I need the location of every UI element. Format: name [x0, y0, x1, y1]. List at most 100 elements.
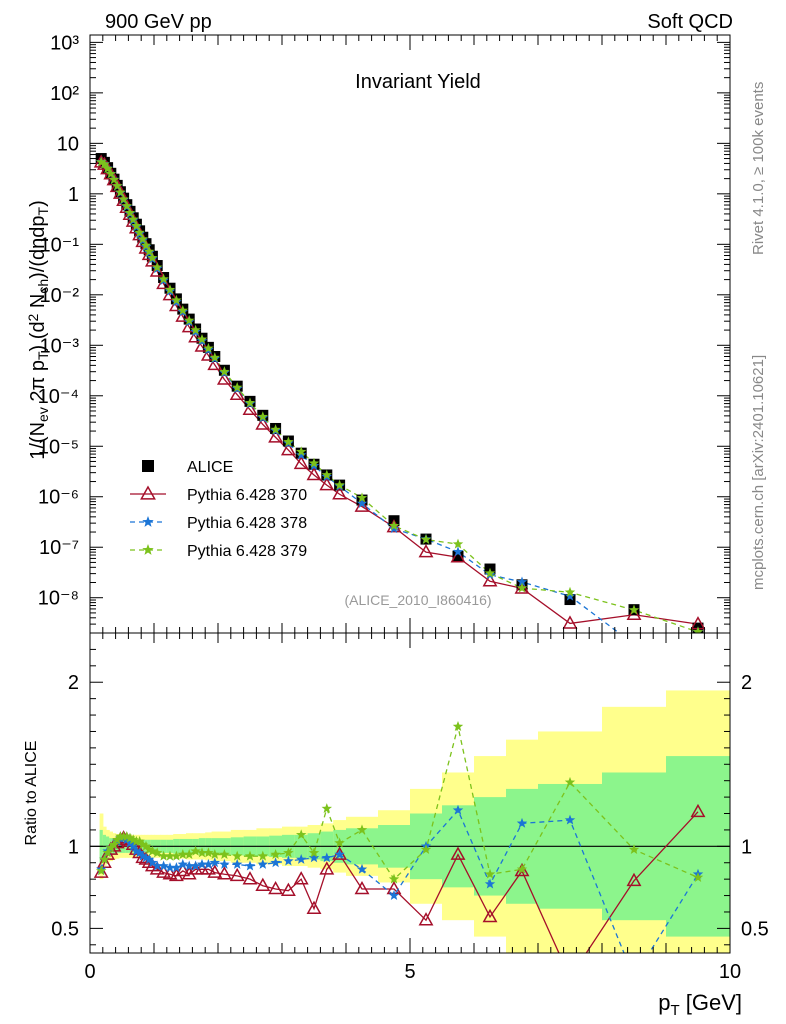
top-marker-p379	[452, 538, 464, 549]
top-marker-p370	[188, 329, 204, 343]
ratio-marker-p370	[96, 854, 112, 869]
top-marker-p370	[626, 606, 642, 621]
ratio-marker-p370	[319, 861, 335, 875]
top-marker-p370	[242, 401, 258, 415]
ratio-y-tick-label: 2	[68, 672, 79, 694]
ratio-marker-p378	[203, 858, 214, 869]
top-marker-p370	[149, 263, 165, 277]
ratio-marker-p378	[629, 972, 639, 982]
legend-label: Pythia 6.428 370	[187, 487, 307, 504]
ratio-marker-p378	[308, 852, 320, 863]
top-line-p379	[100, 161, 699, 633]
top-marker-p379	[158, 273, 169, 284]
top-marker-p370	[332, 486, 348, 500]
ratio-marker-p378	[134, 847, 145, 858]
ratio-marker-p378	[295, 853, 307, 864]
x-tick-label: 0	[84, 961, 95, 983]
mcplots-label: mcplots.cern.ch [arXiv:2401.10621]	[750, 355, 767, 590]
ratio-marker-p379	[219, 849, 230, 859]
legend-marker-p378	[142, 516, 154, 527]
ratio-marker-p378	[121, 834, 133, 845]
top-marker-p379	[628, 604, 640, 615]
ratio-marker-p378	[147, 857, 158, 868]
ratio-marker-p378	[219, 858, 230, 869]
rivet-label: Rivet 4.1.0, ≥ 100k events	[750, 82, 767, 255]
x-tick-label: 10	[719, 961, 741, 983]
y-tick-label: 10⁻²	[40, 285, 80, 307]
top-marker-p379	[308, 457, 320, 468]
top-marker-p379	[420, 534, 432, 544]
top-marker-p379	[143, 246, 155, 256]
y-tick-label: 10⁻⁷	[39, 537, 79, 559]
top-marker-p370	[306, 466, 322, 481]
ratio-y-tick-label-right: 2	[741, 672, 752, 694]
top-marker-p378	[452, 546, 464, 557]
top-marker-p378	[629, 639, 639, 649]
top-marker-p379	[356, 492, 368, 503]
top-marker-p379	[564, 586, 576, 597]
ratio-marker-p378	[131, 845, 142, 856]
top-marker-p379	[257, 411, 269, 422]
ratio-marker-p379	[388, 873, 400, 884]
ratio-marker-p378	[164, 862, 176, 873]
ratio-marker-p378	[244, 860, 256, 871]
top-marker-p370	[482, 573, 498, 587]
ratio-marker-p370	[482, 908, 498, 923]
top-marker-p370	[156, 275, 172, 290]
alice-point	[452, 550, 464, 562]
ratio-marker-p378	[270, 857, 281, 868]
ratio-marker-p370	[354, 880, 370, 895]
ratio-marker-p378	[231, 858, 243, 869]
top-marker-p379	[147, 252, 158, 263]
ratio-marker-p370	[293, 871, 309, 885]
top-marker-p379	[270, 424, 281, 435]
top-marker-p379	[108, 174, 120, 185]
ratio-marker-p378	[452, 804, 464, 815]
top-marker-p370	[562, 615, 578, 629]
ratio-y-tick-label: 0.5	[51, 918, 79, 940]
top-marker-p378	[564, 590, 576, 601]
ratio-marker-p378	[564, 814, 576, 825]
ratio-marker-p379	[177, 849, 189, 859]
ratio-marker-p370	[156, 864, 172, 878]
ratio-marker-p378	[151, 860, 163, 871]
ratio-y-tick-label-right: 1	[741, 836, 752, 858]
top-marker-p378	[295, 449, 307, 460]
ratio-y-tick-label: 1	[68, 836, 79, 858]
ratio-marker-p370	[268, 880, 284, 895]
bottom-series-group	[93, 721, 706, 982]
top-marker-p379	[231, 381, 243, 392]
ratio-marker-p379	[244, 850, 256, 861]
legend-marker-alice	[142, 460, 154, 472]
top-marker-p379	[183, 314, 195, 325]
ratio-marker-p379	[137, 839, 149, 850]
y-tick-label: 10²	[50, 83, 79, 105]
top-marker-p379	[203, 342, 214, 353]
legend-label: ALICE	[187, 459, 233, 476]
legend: ALICE Pythia 6.428 370 Pythia 6.428 378 Pyt…	[130, 459, 307, 560]
top-marker-p379	[177, 304, 189, 315]
y-tick-label: 10⁻⁸	[38, 588, 79, 610]
top-marker-p379	[295, 446, 307, 457]
ratio-marker-p379	[516, 863, 528, 874]
ratio-marker-p379	[111, 834, 123, 845]
y-tick-label: 10⁻⁴	[38, 386, 79, 408]
top-marker-p370	[268, 429, 284, 443]
ratio-marker-p379	[420, 844, 432, 855]
ratio-marker-p379	[171, 850, 182, 861]
top-marker-p379	[99, 158, 110, 169]
ratio-line-p378	[100, 809, 699, 953]
ratio-marker-p379	[158, 850, 169, 861]
top-marker-p370	[386, 519, 402, 533]
ratio-marker-p379	[321, 803, 333, 814]
chart-title: Invariant Yield	[355, 71, 481, 93]
top-marker-p379	[131, 220, 142, 231]
top-marker-p379	[137, 233, 149, 244]
ratio-marker-p378	[257, 858, 269, 869]
top-marker-p379	[209, 352, 221, 363]
top-series-group	[93, 153, 706, 649]
ratio-marker-p370	[175, 862, 191, 877]
ratio-marker-p379	[99, 853, 110, 864]
ratio-marker-p378	[356, 863, 368, 874]
top-marker-p379	[118, 193, 129, 204]
